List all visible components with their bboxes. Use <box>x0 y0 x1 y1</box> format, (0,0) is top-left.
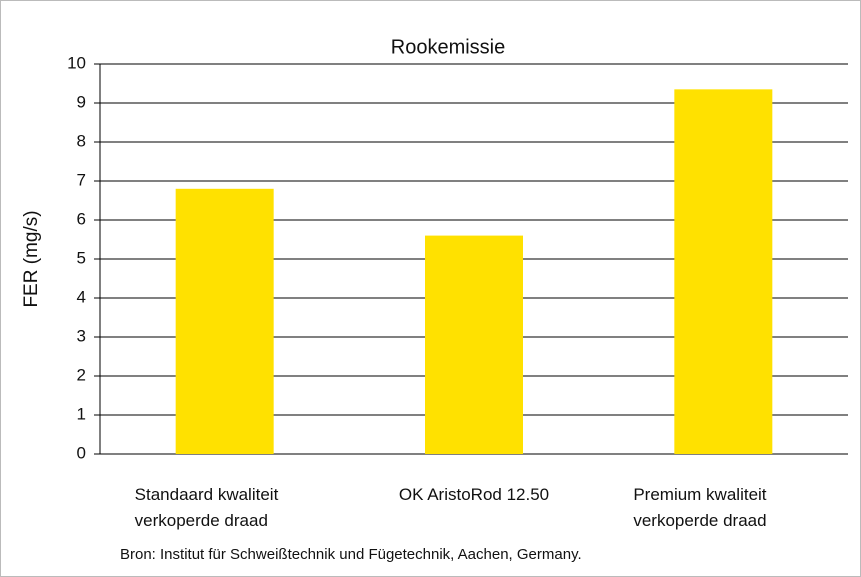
chart-title: Rookemissie <box>391 36 505 58</box>
y-tick-label: 5 <box>77 248 86 267</box>
y-tick-label: 6 <box>77 209 86 228</box>
y-tick-label: 9 <box>77 92 86 111</box>
y-tick-label: 3 <box>77 326 86 345</box>
y-tick-label: 2 <box>77 365 86 384</box>
x-tick-label: OK AristoRod 12.50 <box>364 482 584 508</box>
x-tick-text: Standaard kwaliteit verkoperde draad <box>134 485 279 530</box>
y-tick-label: 1 <box>77 404 86 423</box>
bar <box>175 188 274 455</box>
bar <box>674 89 773 454</box>
y-tick-label: 8 <box>77 131 86 150</box>
x-tick-label: Premium kwaliteit verkoperde draad <box>613 482 833 534</box>
y-tick-label: 4 <box>77 287 86 306</box>
y-tick-label: 10 <box>67 53 86 72</box>
bar <box>425 235 523 454</box>
x-tick-text: OK AristoRod 12.50 <box>398 485 550 504</box>
y-tick-label: 0 <box>77 443 86 462</box>
source-note: Bron: Institut für Schweißtechnik und Fü… <box>120 546 582 563</box>
x-tick-text: Premium kwaliteit verkoperde draad <box>633 485 767 530</box>
y-tick-label: 7 <box>77 170 86 189</box>
y-axis-label: FER (mg/s) <box>21 210 42 307</box>
x-tick-label: Standaard kwaliteit verkoperde draad <box>115 482 335 534</box>
